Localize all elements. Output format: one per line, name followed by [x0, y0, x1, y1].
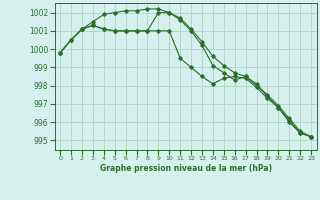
- X-axis label: Graphe pression niveau de la mer (hPa): Graphe pression niveau de la mer (hPa): [100, 164, 272, 173]
